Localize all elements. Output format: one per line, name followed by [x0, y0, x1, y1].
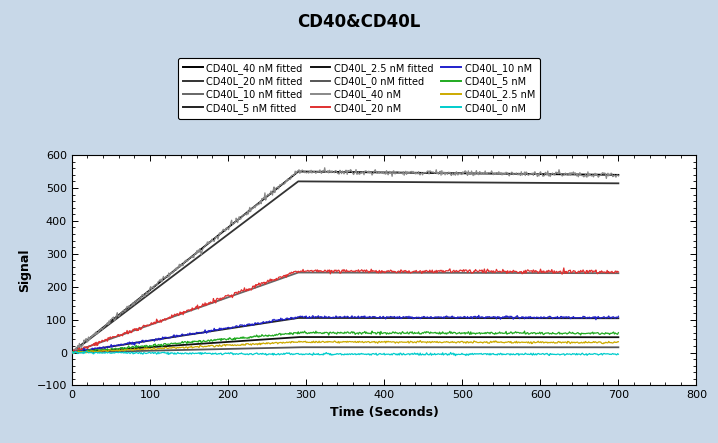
Y-axis label: Signal: Signal: [18, 249, 31, 292]
Legend: CD40L_40 nM fitted, CD40L_20 nM fitted, CD40L_10 nM fitted, CD40L_5 nM fitted, C: CD40L_40 nM fitted, CD40L_20 nM fitted, …: [178, 58, 540, 119]
Text: CD40&CD40L: CD40&CD40L: [297, 13, 421, 31]
X-axis label: Time (Seconds): Time (Seconds): [330, 406, 439, 419]
